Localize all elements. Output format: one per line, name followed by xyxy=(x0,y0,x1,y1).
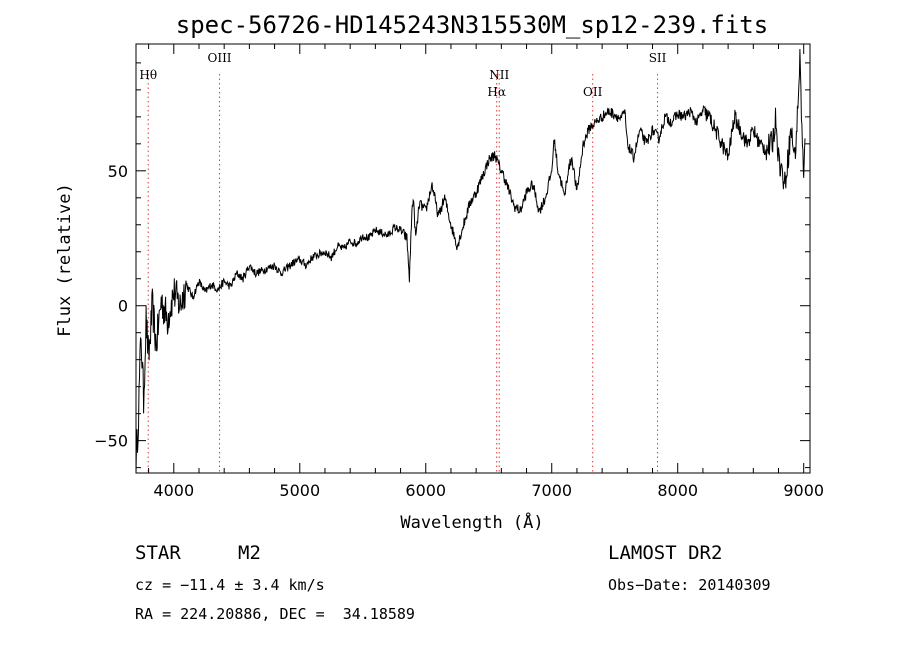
line-label-1: OIII xyxy=(207,51,231,65)
x-axis-label: Wavelength (Å) xyxy=(400,511,543,533)
coordinates: RA = 224.20886, DEC = 34.18589 xyxy=(135,605,415,623)
x-tick-label: 5000 xyxy=(279,481,320,500)
y-axis-label: Flux (relative) xyxy=(55,183,75,337)
spectrum-line xyxy=(135,48,806,474)
chart-title: spec-56726-HD145243N315530M_sp12-239.fit… xyxy=(176,11,768,39)
plot-frame xyxy=(135,43,811,474)
axis-ticks: 4000 5000 6000 7000 8000 9000 −50 0 50 xyxy=(94,44,824,500)
observation-date: Obs−Date: 20140309 xyxy=(608,576,771,594)
line-label-4: OII xyxy=(583,85,603,99)
y-tick-label: −50 xyxy=(94,432,128,451)
plot-axes xyxy=(135,43,811,474)
line-label-0: Hθ xyxy=(139,68,157,82)
emission-line-markers: Hθ OIII NII Hα OII SII xyxy=(139,51,667,473)
y-tick-label: 0 xyxy=(118,297,128,316)
spectrum-series xyxy=(135,48,806,474)
x-tick-label: 6000 xyxy=(405,481,446,500)
survey-name: LAMOST DR2 xyxy=(608,542,723,564)
y-tick-label: 50 xyxy=(108,162,128,181)
object-subclass: M2 xyxy=(238,542,261,564)
line-label-2: NII xyxy=(489,68,509,82)
redshift-cz: cz = −11.4 ± 3.4 km/s xyxy=(135,576,325,594)
x-tick-label: 9000 xyxy=(783,481,824,500)
object-class: STAR xyxy=(135,542,181,564)
line-label-3: Hα xyxy=(487,85,506,99)
x-tick-label: 4000 xyxy=(153,481,194,500)
line-label-5: SII xyxy=(649,51,667,65)
x-tick-label: 7000 xyxy=(531,481,572,500)
x-tick-label: 8000 xyxy=(657,481,698,500)
